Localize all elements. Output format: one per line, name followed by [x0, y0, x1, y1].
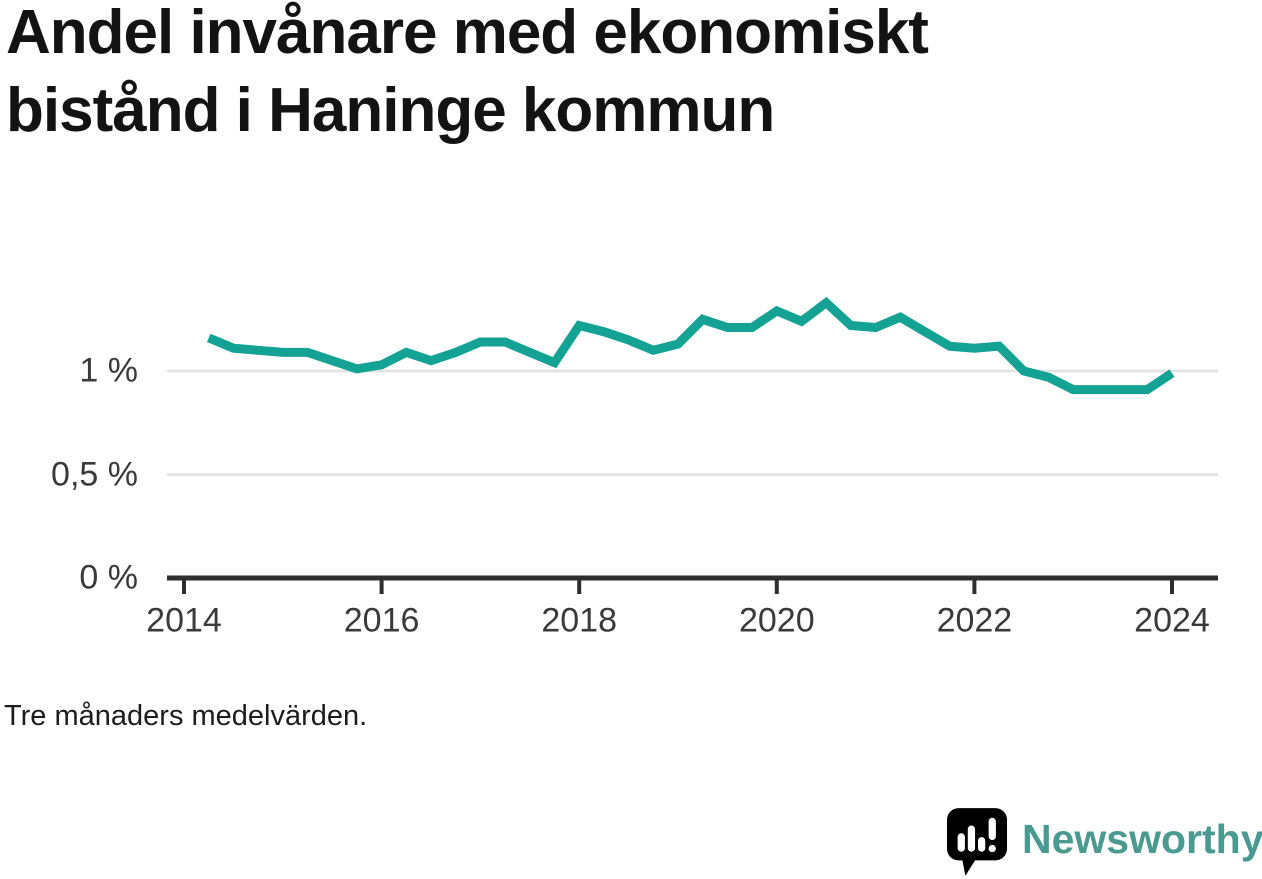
y-axis-label: 0 % — [79, 558, 138, 597]
x-axis-ticks — [182, 578, 1174, 594]
chart-title: Andel invånare med ekonomiskt bistånd i … — [6, 0, 929, 150]
y-axis-label: 0,5 % — [51, 455, 138, 493]
chart-title-line2: bistånd i Haninge kommun — [6, 76, 775, 145]
chart-title-line1: Andel invånare med ekonomiskt — [6, 0, 929, 67]
y-axis-label: 1 % — [79, 351, 138, 390]
x-axis-label: 2014 — [146, 601, 222, 640]
x-axis-label: 2018 — [541, 601, 618, 640]
gridlines — [167, 369, 1218, 476]
speech-bubble-shape — [946, 808, 1008, 876]
chart-footnote: Tre månaders medelvärden. — [4, 700, 368, 732]
newsworthy-logo: Newsworthy — [946, 806, 1262, 878]
data-series-line — [206, 296, 1175, 395]
newsworthy-wordmark: Newsworthy — [1022, 815, 1262, 862]
x-axis-label: 2020 — [738, 601, 815, 640]
x-axis-label: 2016 — [343, 601, 420, 640]
newsworthy-icon — [946, 808, 1008, 876]
bar-chart-glyph — [957, 825, 986, 852]
x-axis-label: 2024 — [1134, 601, 1210, 640]
x-axis-label: 2022 — [936, 601, 1013, 640]
exclamation-glyph — [988, 817, 996, 853]
